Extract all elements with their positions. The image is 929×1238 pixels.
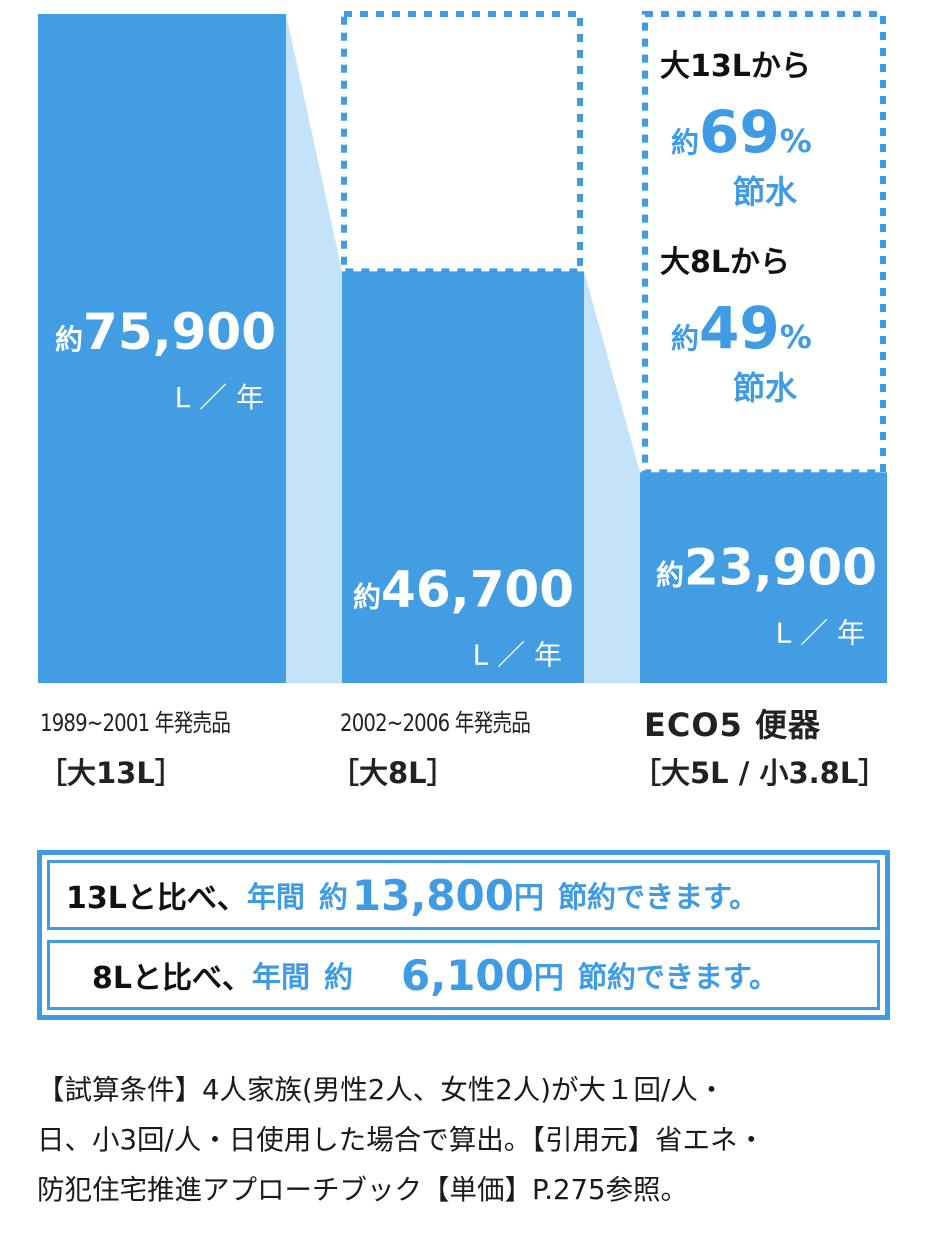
previous-usage-outline — [341, 11, 583, 275]
bar-1989-2001 — [38, 14, 286, 683]
value-label: 約75,900 — [55, 303, 276, 361]
annotation-suffix: 節水 — [733, 173, 798, 211]
category-spec-eco5: ［大5L / 小3.8L］ — [632, 756, 888, 790]
savings-yen: 円 — [533, 961, 564, 996]
bar-connector — [584, 271, 640, 683]
bar-connector — [286, 14, 342, 683]
annotation-suffix: 節水 — [733, 369, 798, 407]
unit-label: L ／ 年 — [175, 381, 264, 414]
annotation-from: 大13Lから — [660, 49, 811, 84]
savings-compare: 8Lと比べ、 — [92, 961, 252, 996]
category-label-1989-2001: 1989~2001 年発売品 — [40, 709, 231, 737]
note-line: 防犯住宅推進アプローチブック【単価】P.275参照。 — [37, 1174, 689, 1206]
unit-label: L ／ 年 — [776, 616, 865, 649]
savings-period: 年間 — [246, 880, 305, 914]
savings-yen: 円 — [513, 881, 544, 916]
category-label-2002-2006: 2002~2006 年発売品 — [340, 709, 531, 737]
savings-suffix: 節約できます。 — [577, 960, 778, 994]
annotation-percent: 約69% — [671, 98, 812, 166]
category-label-eco5: ECO5 便器 — [644, 706, 821, 744]
bar-eco5 — [640, 472, 887, 683]
previous-usage-outline — [642, 11, 886, 476]
unit-label: L ／ 年 — [473, 638, 562, 671]
savings-amount: 13,800 — [351, 870, 514, 920]
note-line: 日、小3回/人・日使用した場合で算出。【引用元】省エネ・ — [37, 1124, 766, 1156]
savings-compare: 13Lと比べ、 — [66, 881, 247, 916]
annotation-percent: 約49% — [671, 294, 812, 362]
category-spec-8l: ［大8L］ — [330, 756, 456, 790]
savings-prefix: 約 — [324, 960, 354, 994]
savings-amount: 6,100 — [401, 950, 534, 1000]
savings-row-8l: 8Lと比べ、 年間 約 6,100 円 節約できます。 — [47, 940, 880, 1010]
annotation-from: 大8Lから — [660, 245, 790, 280]
savings-prefix: 約 — [318, 880, 348, 914]
value-label: 約46,700 — [353, 560, 574, 618]
savings-box: 13Lと比べ、 年間 約 13,800 円 節約できます。 8Lと比べ、 年間 … — [37, 850, 890, 1020]
note-line: 【試算条件】4人家族(男性2人、女性2人)が大１回/人・ — [37, 1074, 726, 1106]
bar-2002-2006 — [342, 271, 584, 683]
savings-period: 年間 — [252, 960, 311, 994]
savings-suffix: 節約できます。 — [557, 880, 759, 914]
value-label: 約23,900 — [656, 538, 877, 596]
savings-row-13l: 13Lと比べ、 年間 約 13,800 円 節約できます。 — [47, 860, 880, 930]
category-spec-13l: ［大13L］ — [38, 756, 184, 790]
calculation-notes: 【試算条件】4人家族(男性2人、女性2人)が大１回/人・ 日、小3回/人・日使用… — [37, 1065, 922, 1215]
